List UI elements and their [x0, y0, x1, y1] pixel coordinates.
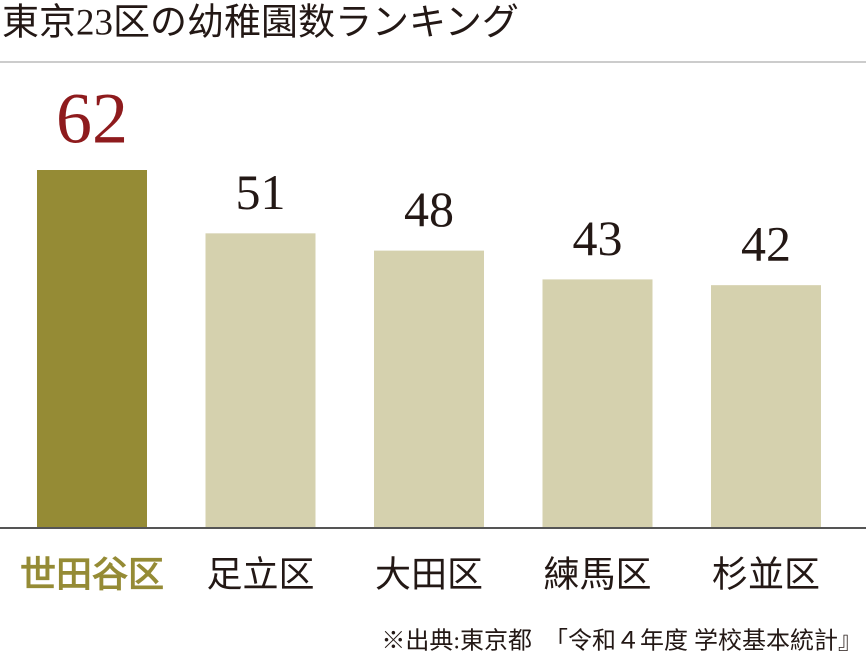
bar — [37, 170, 147, 527]
bar — [542, 279, 653, 527]
bar — [711, 285, 821, 527]
value-label: 51 — [236, 164, 286, 220]
value-label: 48 — [404, 181, 454, 237]
x-tick-label: 大田区 — [375, 554, 483, 594]
value-label: 42 — [741, 216, 791, 272]
bar — [374, 250, 484, 527]
x-tick-label: 練馬区 — [543, 554, 651, 594]
chart-title: 東京23区の幼稚園数ランキング — [2, 1, 519, 43]
x-tick-label: 杉並区 — [712, 554, 820, 594]
source-note: ※出典:東京都 「令和４年度 学校基本統計』 — [381, 628, 862, 655]
x-tick-label: 足立区 — [206, 554, 314, 594]
x-tick-label: 世田谷区 — [20, 554, 164, 594]
value-label: 62 — [56, 79, 128, 159]
value-label: 43 — [573, 210, 623, 266]
bar — [205, 233, 316, 527]
